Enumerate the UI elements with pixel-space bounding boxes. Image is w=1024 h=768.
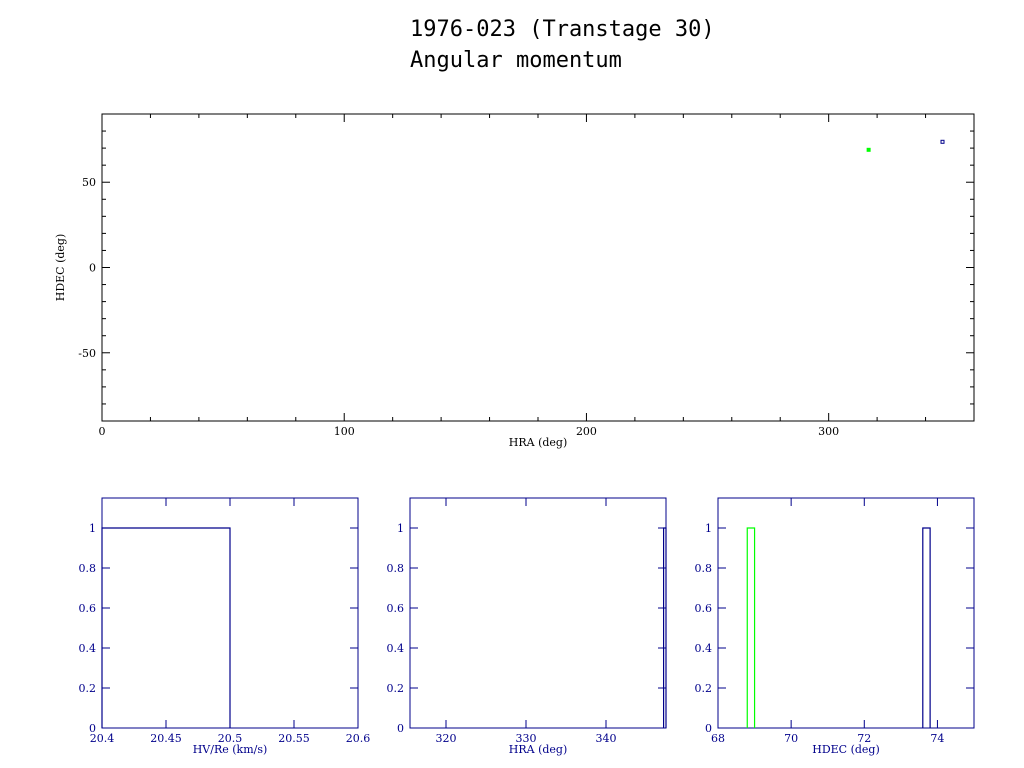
- plot-frame: [101, 113, 975, 422]
- y-tick-label: 0.6: [387, 602, 405, 615]
- title-block: 1976-023 (Transtage 30) Angular momentum: [410, 14, 715, 76]
- histogram-bar: [922, 527, 931, 728]
- y-tick-label: 0.2: [695, 682, 713, 695]
- chart-title: 1976-023 (Transtage 30): [410, 17, 715, 42]
- x-axis-label: HV/Re (km/s): [193, 743, 268, 756]
- x-tick-label: 0: [99, 425, 106, 438]
- x-tick-label: 300: [818, 425, 839, 438]
- plot-4: 68 70 72 74 0 0.2 0.4 0.6 0.8 1 HDEC (deg): [695, 497, 975, 756]
- x-tick-label: 20.55: [278, 732, 310, 745]
- histogram-bar: [662, 527, 667, 728]
- plot-frame: [717, 497, 975, 729]
- y-tick-label: 0: [89, 262, 96, 275]
- x-tick-label: 340: [596, 732, 617, 745]
- histogram-bar: [746, 527, 756, 728]
- x-axis-label: HRA (deg): [509, 436, 568, 449]
- plot-3: 320 330 340 0 0.2 0.4 0.6 0.8 1 HRA (deg): [387, 497, 667, 756]
- x-axis-label: HRA (deg): [509, 743, 568, 756]
- scatter-point: [940, 139, 945, 144]
- plot-frame: [409, 497, 667, 729]
- x-tick-label: 20.5: [218, 732, 243, 745]
- x-axis-label: HDEC (deg): [812, 743, 880, 756]
- x-tick-label: 68: [711, 732, 725, 745]
- x-tick-label: 200: [576, 425, 597, 438]
- y-tick-label: -50: [78, 347, 96, 360]
- y-tick-label: 0.8: [387, 562, 405, 575]
- y-tick-label: 0.4: [387, 642, 405, 655]
- y-tick-label: 1: [397, 522, 404, 535]
- x-tick-label: 320: [436, 732, 457, 745]
- y-tick-label: 50: [82, 176, 96, 189]
- x-tick-label: 70: [784, 732, 798, 745]
- y-tick-label: 1: [705, 522, 712, 535]
- y-tick-label: 0: [89, 722, 96, 735]
- y-axis-label: HDEC (deg): [54, 234, 67, 302]
- x-tick-label: 20.6: [346, 732, 371, 745]
- y-tick-label: 0.8: [695, 562, 713, 575]
- y-tick-label: 0: [705, 722, 712, 735]
- y-tick-label: 0.6: [79, 602, 97, 615]
- chart-subtitle: Angular momentum: [410, 48, 622, 73]
- y-tick-label: 0.8: [79, 562, 97, 575]
- plot-1: 0 100 200 300 -50 0 50 HRA (deg) HDEC (deg): [54, 113, 975, 449]
- y-tick-label: 0.6: [695, 602, 713, 615]
- y-tick-label: 0.2: [387, 682, 405, 695]
- histogram-bar: [101, 527, 231, 728]
- x-tick-label: 20.45: [150, 732, 182, 745]
- x-tick-label: 72: [857, 732, 871, 745]
- x-tick-label: 74: [930, 732, 944, 745]
- x-tick-label: 330: [516, 732, 537, 745]
- y-tick-label: 1: [89, 522, 96, 535]
- y-tick-label: 0.2: [79, 682, 97, 695]
- y-tick-label: 0.4: [695, 642, 713, 655]
- x-tick-label: 20.4: [90, 732, 115, 745]
- x-tick-label: 100: [334, 425, 355, 438]
- y-tick-label: 0.4: [79, 642, 97, 655]
- scatter-point: [866, 147, 871, 152]
- plot-2: 20.4 20.45 20.5 20.55 20.6 0 0.2 0.4 0.6 0.8 1 HV/R…: [79, 497, 371, 756]
- y-tick-label: 0: [397, 722, 404, 735]
